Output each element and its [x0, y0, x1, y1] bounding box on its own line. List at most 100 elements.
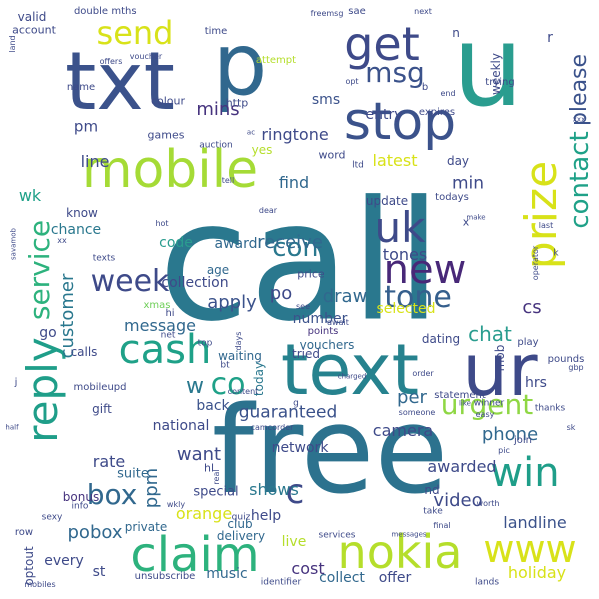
word-get: get: [344, 17, 420, 71]
word-mobileupd: mobileupd: [73, 382, 127, 393]
word-half: half: [5, 423, 19, 432]
word-freemsg: freemsg: [310, 9, 344, 18]
word-new: new: [383, 247, 467, 293]
word-top: top: [197, 338, 213, 349]
word-week: week: [90, 264, 170, 299]
word-colour: colour: [150, 94, 186, 108]
word-messages: messages: [391, 530, 427, 539]
word-waiting: waiting: [218, 349, 262, 363]
word-latest: latest: [372, 151, 418, 170]
word-yes: yes: [251, 143, 273, 157]
word-await: await: [327, 318, 349, 327]
word-final: final: [433, 521, 451, 530]
word-urgent2: mob: [493, 344, 507, 372]
word-tone: tone: [384, 280, 452, 315]
word-contact: contact: [565, 131, 595, 229]
word-vouchers: vouchers: [299, 338, 355, 352]
word-row: row: [14, 527, 34, 538]
word-rate: rate: [92, 452, 126, 471]
word-make: make: [466, 213, 486, 222]
word-go: go: [39, 325, 57, 341]
word-net: net: [160, 330, 176, 341]
word-sk: sk: [566, 423, 576, 432]
word-attempt: attempt: [255, 55, 297, 66]
word-ur: ur: [462, 328, 538, 412]
word-double: double: [73, 6, 109, 17]
word-savamob: savamob: [9, 228, 18, 260]
word-mins: mins: [196, 99, 240, 120]
word-take: take: [423, 506, 443, 517]
word-video: video: [433, 490, 483, 511]
word-xxx: xxx: [572, 115, 586, 124]
word-box: box: [86, 478, 138, 511]
word-music: music: [206, 566, 248, 582]
word-back: back: [196, 398, 230, 414]
word-camera: camera: [372, 421, 434, 440]
word-real: real: [212, 469, 221, 485]
word-nokia: nokia: [337, 525, 463, 579]
word-sexy: sexy: [41, 512, 63, 523]
word-uk: uk: [374, 203, 426, 252]
word-x: x: [462, 215, 470, 229]
word-message: message: [124, 316, 196, 335]
word-http: http: [225, 96, 249, 110]
word-bt: bt: [220, 360, 230, 371]
word-special: special: [193, 484, 239, 500]
word-suite: suite: [117, 466, 149, 482]
word-account: account: [12, 23, 56, 37]
word-see: see: [295, 302, 311, 311]
word-pm: pm: [73, 117, 99, 136]
word-ltd: ltd: [352, 160, 364, 171]
word-private: private: [124, 520, 168, 534]
word-todays: todays: [435, 192, 469, 203]
word-dating: dating: [421, 332, 461, 346]
word-sms: sms: [311, 92, 341, 108]
word-sae: sae: [348, 6, 366, 17]
word-join: join: [513, 435, 533, 446]
word-claim: claim: [130, 527, 260, 583]
word-w: w: [186, 374, 204, 399]
word-offer: offer: [378, 570, 412, 586]
word-award: award: [214, 236, 258, 252]
word-find: find: [278, 173, 310, 192]
word-r: r: [547, 30, 553, 46]
word-price: price: [297, 267, 325, 281]
word-opt: opt: [345, 77, 359, 86]
word-chat: chat: [468, 322, 512, 346]
word-wk: wk: [18, 186, 42, 205]
word-winner: winner: [473, 398, 505, 409]
word-weekly: weekly: [489, 53, 503, 95]
word-collect: collect: [319, 570, 365, 586]
word-collection: collection: [161, 275, 229, 291]
word-dear: dear: [258, 206, 278, 215]
word-update: update: [365, 194, 409, 208]
word-valid: valid: [17, 10, 47, 24]
word-po: po: [269, 283, 293, 304]
word-every: every: [44, 553, 84, 569]
word-send: send: [96, 14, 174, 52]
word-win: win: [490, 450, 560, 496]
word-someone: someone: [398, 408, 436, 417]
word-j: j: [14, 377, 18, 388]
word-expires: expires: [418, 107, 456, 118]
word-worth: worth: [476, 499, 500, 508]
word-line: line: [80, 152, 110, 171]
word-points: points: [307, 326, 339, 337]
word-number: number: [292, 311, 348, 327]
word-g: g: [293, 398, 299, 409]
word-cs: cs: [522, 297, 542, 318]
word-hl: hl: [203, 461, 215, 475]
word-stop: stop: [343, 92, 457, 152]
word-offers: offers: [99, 57, 123, 66]
word-holiday: holiday: [507, 563, 567, 582]
word-age: age: [206, 263, 230, 277]
word-apply: apply: [207, 292, 257, 313]
word-cash: cash: [118, 327, 212, 373]
word-mobile: mobile: [81, 140, 259, 200]
word-urgent: urgent: [440, 388, 534, 421]
word-time: time: [204, 26, 228, 37]
word-st: st: [92, 564, 106, 580]
word-service: service: [23, 219, 56, 321]
word-nd: nd: [424, 483, 440, 497]
